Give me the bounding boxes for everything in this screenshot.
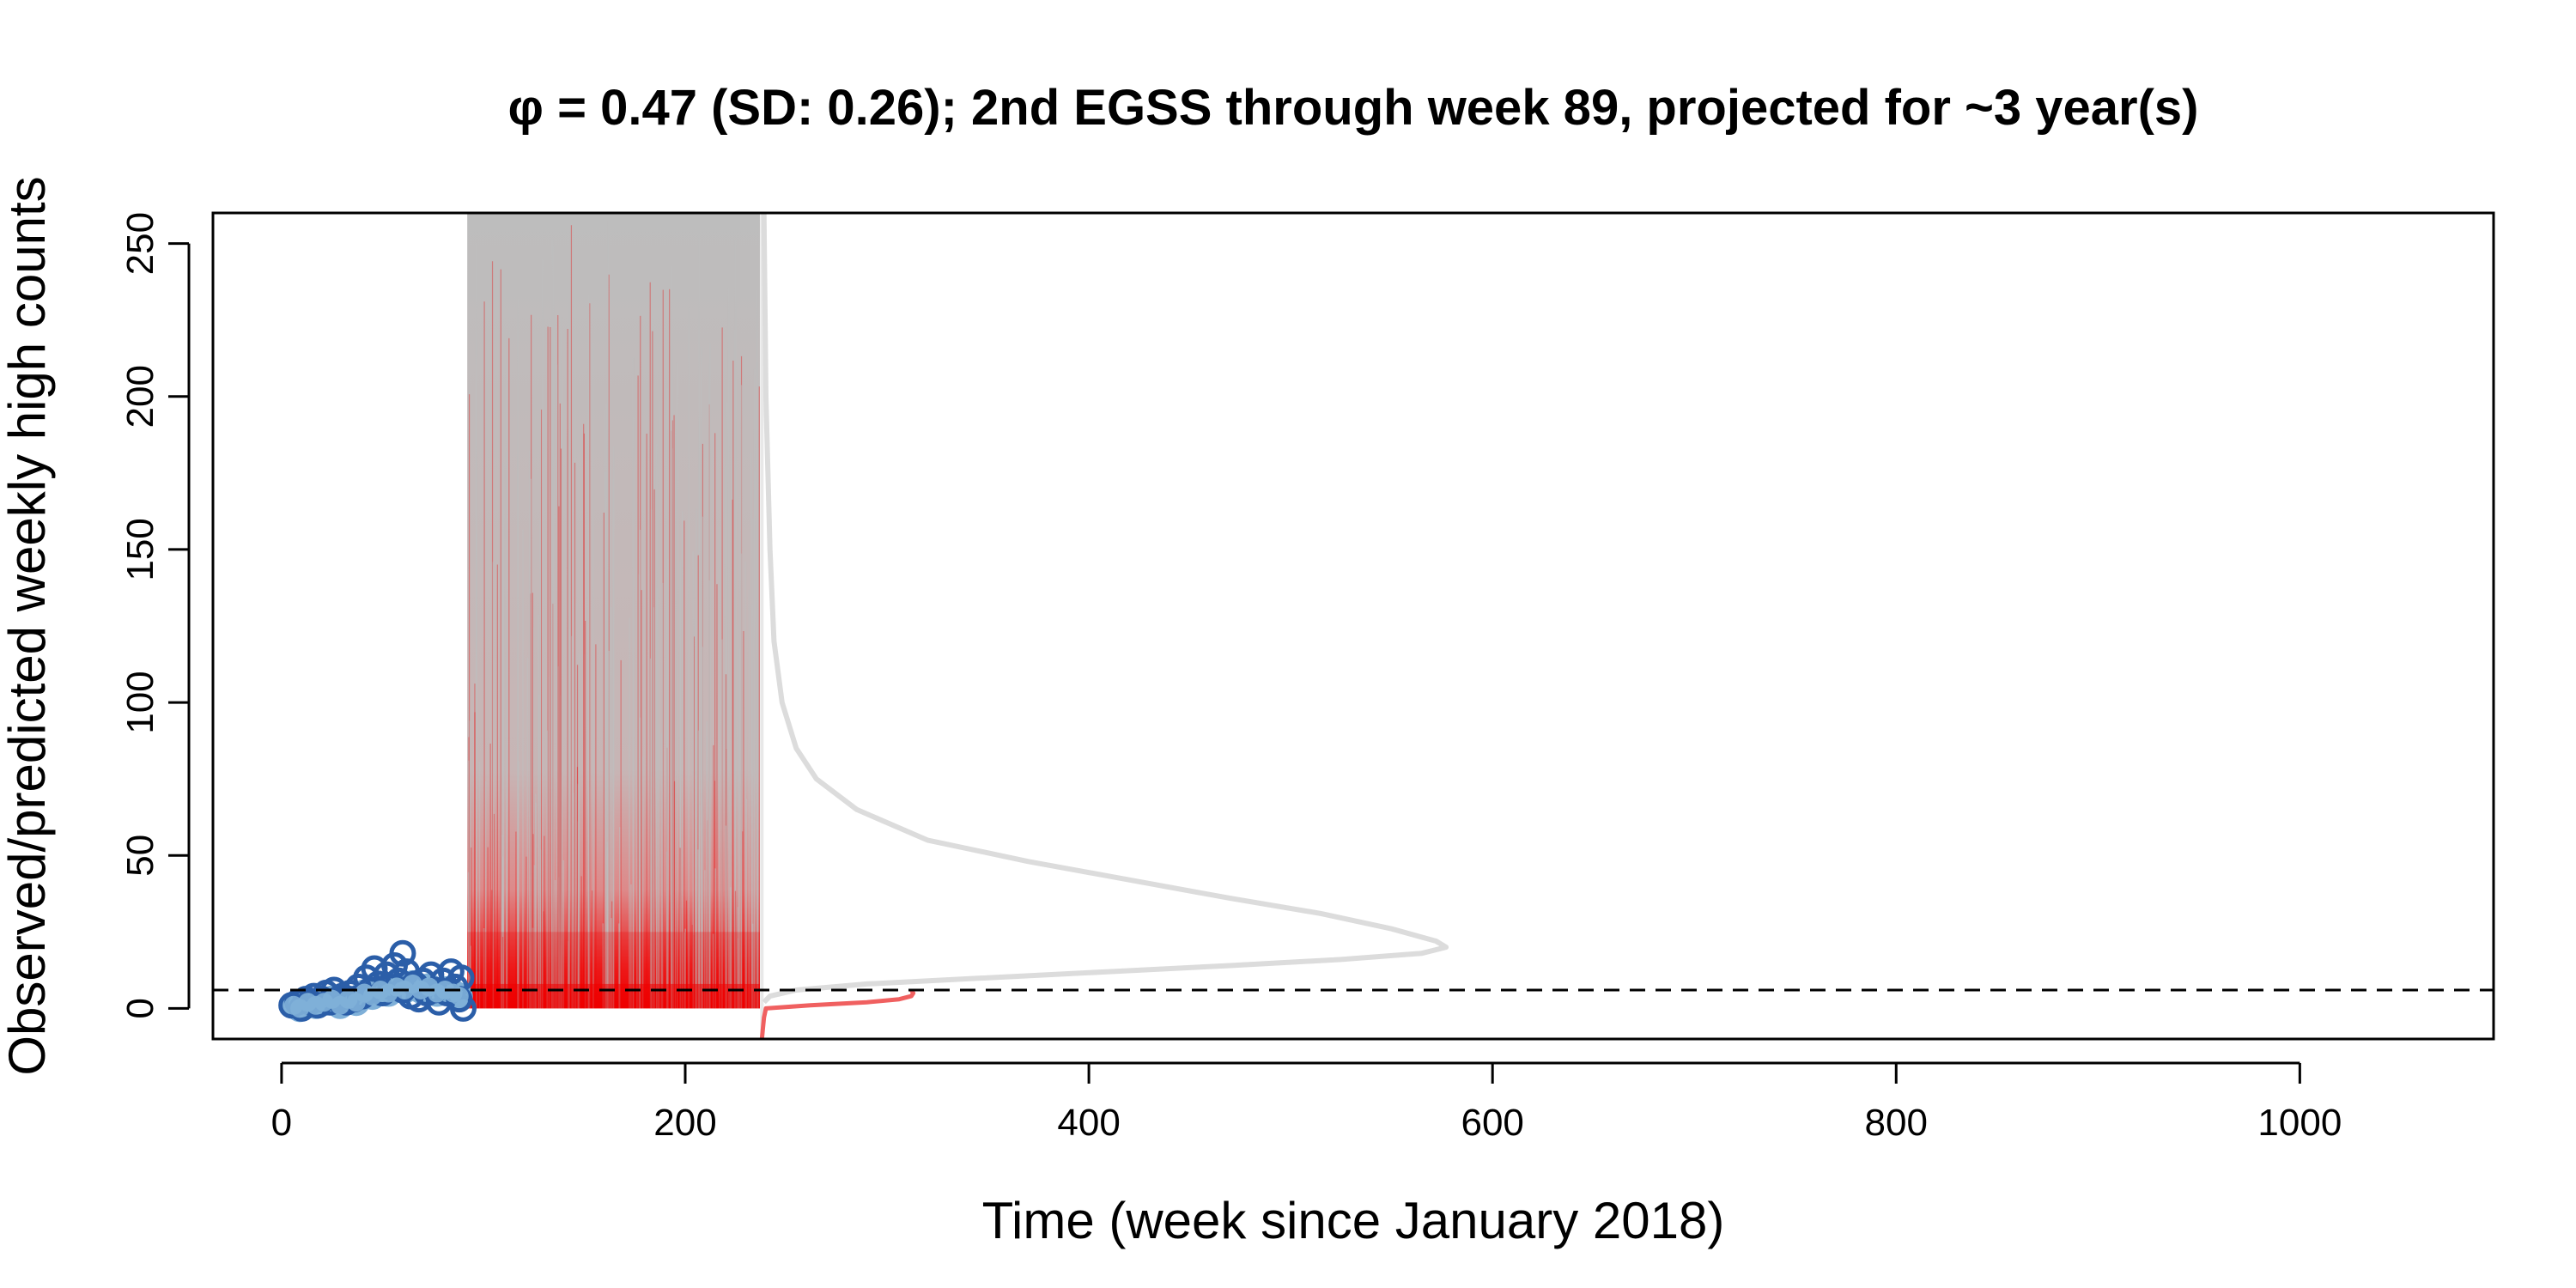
plot-frame — [211, 211, 2495, 1041]
y-tick-label: 50 — [119, 835, 161, 877]
y-tick-label: 100 — [119, 671, 161, 733]
x-tick-label: 800 — [1865, 1102, 1928, 1144]
y-tick-label: 150 — [119, 518, 161, 580]
y-tick-label: 200 — [119, 365, 161, 428]
x-tick-label: 400 — [1057, 1102, 1120, 1144]
abundance-density-curve — [761, 213, 1449, 1005]
projection-red-base — [467, 983, 760, 1009]
extinction-density-curve — [759, 988, 916, 1039]
density-layer — [759, 213, 1449, 1039]
chart-title: φ = 0.47 (SD: 0.26); 2nd EGSS through we… — [508, 80, 2199, 136]
observed-point — [389, 939, 416, 967]
projection-layer — [467, 213, 764, 1039]
y-tick-label: 250 — [119, 212, 161, 275]
x-tick-label: 600 — [1461, 1102, 1523, 1144]
y-axis-label: Observed/predicted weekly high counts — [0, 176, 56, 1075]
projection-red-fade — [467, 932, 760, 984]
y-axis: 0 50 100 150 200 250 — [119, 212, 191, 1019]
plot-area — [213, 213, 2494, 1039]
x-axis: 0 200 400 600 800 1000 — [271, 1061, 2342, 1144]
x-axis-label: Time (week since January 2018) — [982, 1192, 1725, 1249]
estimated-point-core — [449, 987, 469, 1006]
x-tick-label: 1000 — [2257, 1102, 2342, 1144]
x-tick-label: 0 — [271, 1102, 292, 1144]
y-tick-label: 0 — [119, 998, 161, 1018]
observed-points-layer — [278, 939, 477, 1023]
x-tick-label: 200 — [653, 1102, 716, 1144]
